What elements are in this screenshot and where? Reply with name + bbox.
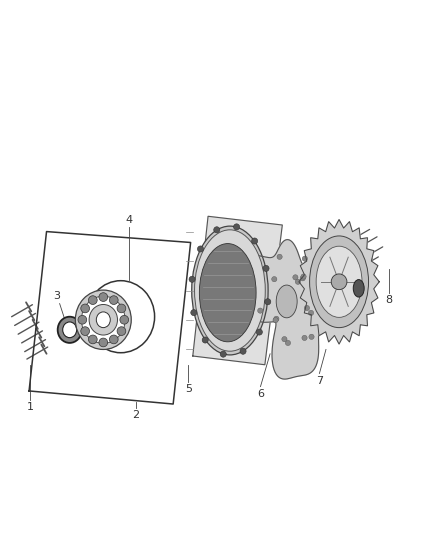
Circle shape — [293, 274, 298, 280]
Text: 1: 1 — [27, 402, 34, 412]
Circle shape — [256, 329, 262, 335]
Circle shape — [99, 338, 108, 347]
Circle shape — [233, 224, 240, 230]
Circle shape — [265, 298, 271, 305]
Circle shape — [308, 310, 314, 316]
Circle shape — [99, 293, 108, 302]
Circle shape — [285, 341, 290, 345]
Text: 5: 5 — [185, 384, 192, 394]
Ellipse shape — [353, 280, 364, 297]
Circle shape — [274, 316, 279, 321]
Circle shape — [110, 296, 118, 304]
Circle shape — [202, 337, 208, 343]
Circle shape — [198, 246, 204, 252]
Ellipse shape — [89, 304, 117, 335]
Circle shape — [302, 335, 307, 341]
Circle shape — [189, 276, 195, 282]
Circle shape — [301, 274, 306, 279]
Text: 7: 7 — [316, 376, 323, 386]
Circle shape — [331, 274, 347, 289]
Polygon shape — [299, 220, 379, 344]
Polygon shape — [241, 240, 352, 379]
Ellipse shape — [75, 290, 131, 350]
Ellipse shape — [96, 312, 110, 328]
Text: 6: 6 — [257, 389, 264, 399]
Ellipse shape — [81, 296, 125, 343]
Circle shape — [88, 335, 97, 344]
Circle shape — [302, 256, 307, 261]
Text: 4: 4 — [126, 215, 133, 225]
Circle shape — [311, 288, 316, 294]
Ellipse shape — [192, 226, 268, 355]
Text: 2: 2 — [132, 410, 140, 419]
Circle shape — [282, 336, 287, 342]
Text: 3: 3 — [53, 292, 60, 302]
Circle shape — [78, 316, 87, 324]
Circle shape — [272, 277, 277, 282]
Ellipse shape — [58, 317, 81, 343]
Circle shape — [214, 227, 220, 233]
Ellipse shape — [194, 230, 265, 351]
Text: 8: 8 — [386, 295, 393, 305]
Circle shape — [81, 304, 89, 313]
Circle shape — [304, 305, 310, 311]
Circle shape — [117, 304, 126, 313]
Ellipse shape — [316, 246, 362, 317]
Ellipse shape — [199, 244, 256, 342]
Circle shape — [277, 254, 282, 260]
Circle shape — [309, 334, 314, 340]
Circle shape — [315, 296, 320, 301]
Circle shape — [300, 276, 305, 281]
Circle shape — [295, 279, 300, 285]
Ellipse shape — [63, 322, 77, 338]
Circle shape — [81, 327, 89, 335]
Circle shape — [117, 327, 126, 335]
Circle shape — [258, 308, 263, 313]
Circle shape — [220, 351, 226, 357]
Circle shape — [263, 265, 269, 271]
Circle shape — [273, 318, 278, 323]
Circle shape — [240, 348, 246, 354]
Polygon shape — [193, 216, 283, 365]
Circle shape — [88, 296, 97, 304]
Circle shape — [191, 310, 197, 316]
Circle shape — [120, 316, 129, 324]
Ellipse shape — [276, 285, 297, 318]
Circle shape — [110, 335, 118, 344]
Circle shape — [251, 238, 258, 244]
Ellipse shape — [310, 236, 368, 328]
